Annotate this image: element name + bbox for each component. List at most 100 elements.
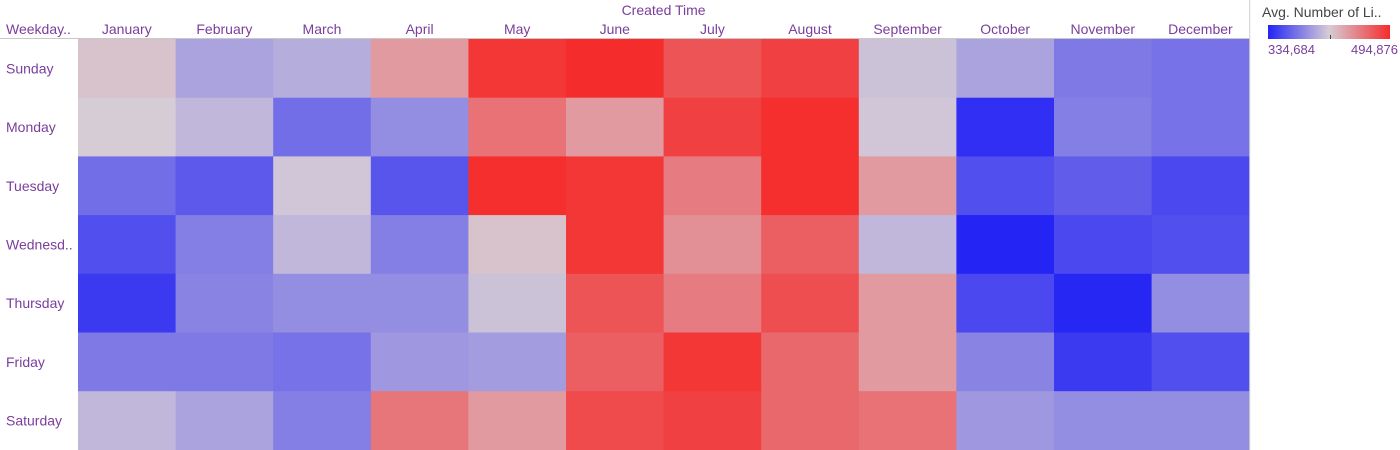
column-label-may: May (504, 21, 530, 37)
heatmap-cell[interactable] (468, 273, 567, 333)
row-label-thursday: Thursday (6, 295, 64, 311)
heatmap-cell[interactable] (1151, 332, 1250, 392)
heatmap-cell[interactable] (858, 391, 957, 450)
heatmap-cell[interactable] (1151, 39, 1250, 99)
heatmap-cell[interactable] (858, 215, 957, 275)
heatmap-cell[interactable] (1151, 273, 1250, 333)
heatmap-cell[interactable] (175, 215, 274, 275)
heatmap-cell[interactable] (468, 215, 567, 275)
column-label-october: October (980, 21, 1030, 37)
heatmap-cell[interactable] (956, 97, 1055, 157)
heatmap-cell[interactable] (1054, 332, 1153, 392)
legend-gradient-bar (1268, 25, 1390, 39)
heatmap-cell[interactable] (370, 391, 469, 450)
heatmap-cell[interactable] (273, 391, 372, 450)
heatmap-cell[interactable] (273, 332, 372, 392)
heatmap-cell[interactable] (1054, 391, 1153, 450)
heatmap-cell[interactable] (370, 215, 469, 275)
heatmap-cell[interactable] (858, 39, 957, 99)
heatmap-cell[interactable] (175, 273, 274, 333)
heatmap-cell[interactable] (663, 156, 762, 216)
row-label-sunday: Sunday (6, 60, 53, 76)
heatmap-cell[interactable] (761, 156, 860, 216)
row-label-wednesd: Wednesd.. (6, 236, 73, 252)
heatmap-cell[interactable] (956, 391, 1055, 450)
heatmap-cell[interactable] (78, 156, 177, 216)
heatmap-cell[interactable] (78, 97, 177, 157)
heatmap-cell[interactable] (956, 156, 1055, 216)
heatmap-cell[interactable] (1054, 156, 1153, 216)
heatmap-cell[interactable] (858, 97, 957, 157)
heatmap-cell[interactable] (175, 39, 274, 99)
heatmap-cell[interactable] (566, 391, 665, 450)
heatmap-cell[interactable] (566, 39, 665, 99)
legend-midpoint-tick (1330, 35, 1331, 39)
heatmap-cell[interactable] (1151, 156, 1250, 216)
heatmap-cell[interactable] (566, 97, 665, 157)
heatmap-cell[interactable] (1151, 391, 1250, 450)
heatmap-cell[interactable] (78, 391, 177, 450)
heatmap-cell[interactable] (663, 215, 762, 275)
heatmap-cell[interactable] (956, 39, 1055, 99)
heatmap-cell[interactable] (663, 39, 762, 99)
heatmap-cell[interactable] (468, 97, 567, 157)
legend-min-label: 334,684 (1268, 42, 1315, 57)
heatmap-cell[interactable] (370, 332, 469, 392)
row-label-saturday: Saturday (6, 413, 62, 429)
heatmap-cell[interactable] (1151, 215, 1250, 275)
heatmap-cell[interactable] (663, 332, 762, 392)
row-label-friday: Friday (6, 354, 45, 370)
heatmap-cell[interactable] (761, 273, 860, 333)
heatmap-cell[interactable] (663, 391, 762, 450)
heatmap-cell[interactable] (175, 391, 274, 450)
color-legend: Avg. Number of Li.. 334,684 494,876 (1262, 4, 1398, 57)
heatmap-cell[interactable] (78, 215, 177, 275)
heatmap-cell[interactable] (663, 273, 762, 333)
heatmap-cell[interactable] (1054, 215, 1153, 275)
legend-max-label: 494,876 (1351, 42, 1398, 57)
heatmap-cell[interactable] (273, 215, 372, 275)
heatmap-cell[interactable] (78, 273, 177, 333)
heatmap-cell[interactable] (956, 273, 1055, 333)
heatmap-cell[interactable] (370, 156, 469, 216)
heatmap-cell[interactable] (175, 97, 274, 157)
heatmap-cell[interactable] (566, 215, 665, 275)
heatmap-cell[interactable] (858, 156, 957, 216)
heatmap-cell[interactable] (468, 156, 567, 216)
heatmap-cell[interactable] (370, 39, 469, 99)
row-axis-title: Weekday.. (6, 21, 71, 37)
heatmap-cell[interactable] (468, 332, 567, 392)
heatmap-cell[interactable] (761, 39, 860, 99)
heatmap-cell[interactable] (273, 39, 372, 99)
column-label-july: July (700, 21, 725, 37)
heatmap-cell[interactable] (273, 273, 372, 333)
heatmap-cell[interactable] (1054, 273, 1153, 333)
heatmap-cell[interactable] (468, 391, 567, 450)
heatmap-cell[interactable] (566, 273, 665, 333)
column-label-january: January (102, 21, 152, 37)
heatmap-cell[interactable] (175, 156, 274, 216)
heatmap-cell[interactable] (663, 97, 762, 157)
heatmap-cell[interactable] (566, 332, 665, 392)
heatmap-cell[interactable] (761, 332, 860, 392)
heatmap-cell[interactable] (78, 332, 177, 392)
heatmap-cell[interactable] (370, 273, 469, 333)
heatmap-cell[interactable] (78, 39, 177, 99)
heatmap-cell[interactable] (956, 332, 1055, 392)
heatmap-cell[interactable] (468, 39, 567, 99)
heatmap-cell[interactable] (175, 332, 274, 392)
heatmap-cell[interactable] (858, 332, 957, 392)
heatmap-cell[interactable] (956, 215, 1055, 275)
heatmap-cell[interactable] (273, 97, 372, 157)
heatmap-cell[interactable] (566, 156, 665, 216)
heatmap-cell[interactable] (1151, 97, 1250, 157)
heatmap-cell[interactable] (761, 97, 860, 157)
heatmap-cell[interactable] (370, 97, 469, 157)
heatmap-cell[interactable] (273, 156, 372, 216)
heatmap-cell[interactable] (858, 273, 957, 333)
column-label-june: June (600, 21, 631, 37)
heatmap-cell[interactable] (1054, 97, 1153, 157)
heatmap-cell[interactable] (761, 391, 860, 450)
heatmap-cell[interactable] (761, 215, 860, 275)
heatmap-cell[interactable] (1054, 39, 1153, 99)
